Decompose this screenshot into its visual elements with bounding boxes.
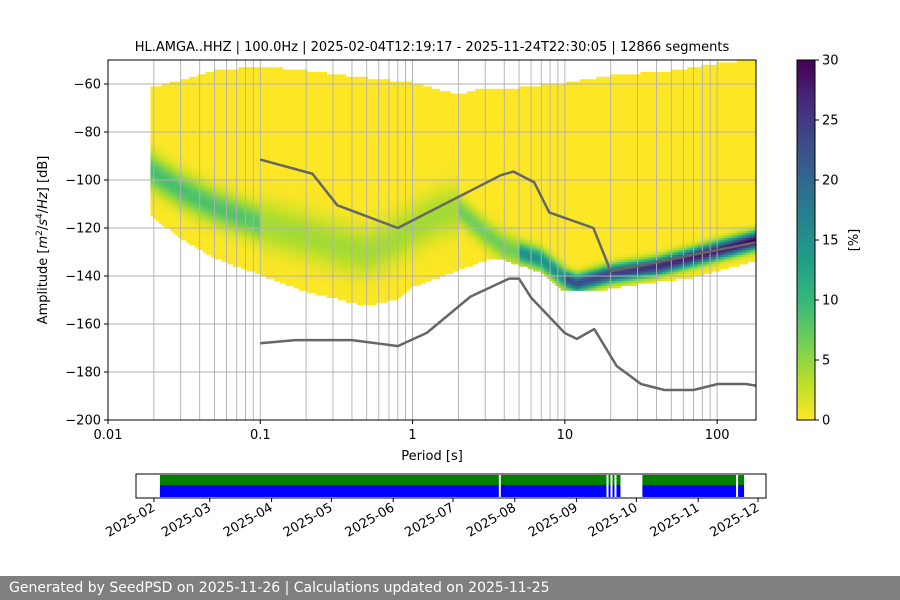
availability-segment-upper — [500, 475, 607, 485]
colorbar-tick-label: 5 — [822, 354, 830, 369]
chart-title: HL.AMGA..HHZ | 100.0Hz | 2025-02-04T12:1… — [135, 40, 730, 55]
x-tick-label: 1 — [408, 428, 416, 443]
availability-segment-lower — [608, 485, 611, 497]
nlnm-curve — [260, 277, 756, 392]
date-tick-label: 2025-02 — [103, 500, 158, 540]
colorbar-tick-label: 20 — [822, 174, 839, 189]
date-tick-label: 2025-03 — [159, 500, 214, 540]
availability-segment-upper — [612, 475, 615, 485]
colorbar-tick-label: 0 — [822, 414, 830, 429]
availability-segment-lower — [616, 485, 621, 497]
availability-segment-upper — [159, 475, 499, 485]
availability-segment-lower — [612, 485, 615, 497]
date-tick-label: 2025-08 — [464, 500, 519, 540]
noise-model-curves — [259, 158, 756, 392]
nhnm-curve — [259, 158, 756, 273]
x-tick-label: 0.1 — [250, 428, 271, 443]
availability-segment-lower — [738, 485, 745, 497]
availability-segment-upper — [642, 475, 737, 485]
date-tick-label: 2025-06 — [343, 500, 398, 540]
y-tick-label: −200 — [65, 414, 101, 429]
date-tick-label: 2025-12 — [707, 500, 762, 540]
date-tick-label: 2025-09 — [526, 500, 581, 540]
x-tick-label: 100 — [705, 428, 730, 443]
y-tick-label: −60 — [74, 78, 101, 93]
psd-heatmap — [150, 60, 756, 306]
availability-segment-upper — [608, 475, 611, 485]
date-tick-label: 2025-11 — [648, 500, 703, 540]
y-tick-label: −120 — [65, 222, 101, 237]
y-tick-label: −80 — [74, 126, 101, 141]
colorbar-tick-label: 15 — [822, 234, 839, 249]
y-tick-label: −160 — [65, 318, 101, 333]
y-tick-label: −180 — [65, 366, 101, 381]
x-tick-label: 10 — [557, 428, 574, 443]
date-tick-label: 2025-07 — [402, 500, 457, 540]
colorbar-tick-label: 30 — [822, 54, 839, 69]
x-tick-label: 0.01 — [94, 428, 123, 443]
availability-segment-lower — [500, 485, 607, 497]
colorbar: 0 5 10 15 20 25 30 [%] — [796, 54, 862, 429]
date-tick-label: 2025-05 — [281, 500, 336, 540]
plot-area — [107, 59, 757, 421]
availability-segment-upper — [616, 475, 621, 485]
grid — [108, 60, 756, 420]
y-axis-label: Amplitude [m2/s4/Hz] [dB] — [35, 156, 51, 325]
y-tick-label: −140 — [65, 270, 101, 285]
availability-segment-lower — [159, 485, 499, 497]
colorbar-tick-label: 25 — [822, 114, 839, 129]
date-tick-label: 2025-10 — [586, 500, 641, 540]
data-availability-bar: 2025-02 2025-03 2025-04 2025-05 2025-06 2025-… — [103, 473, 767, 541]
footer-text: Generated by SeedPSD on 2025-11-26 | Cal… — [0, 576, 900, 600]
axes: 0.01 0.1 1 10 100 −60 −80 −100 −120 −140 −160 −180 −… — [65, 78, 729, 444]
colorbar-tick-label: 10 — [822, 294, 839, 309]
date-tick-label: 2025-04 — [221, 500, 276, 540]
colorbar-label: [%] — [847, 229, 862, 252]
y-tick-label: −100 — [65, 174, 101, 189]
availability-segment-lower — [642, 485, 737, 497]
x-axis-label: Period [s] — [401, 449, 463, 464]
availability-segment-upper — [738, 475, 745, 485]
